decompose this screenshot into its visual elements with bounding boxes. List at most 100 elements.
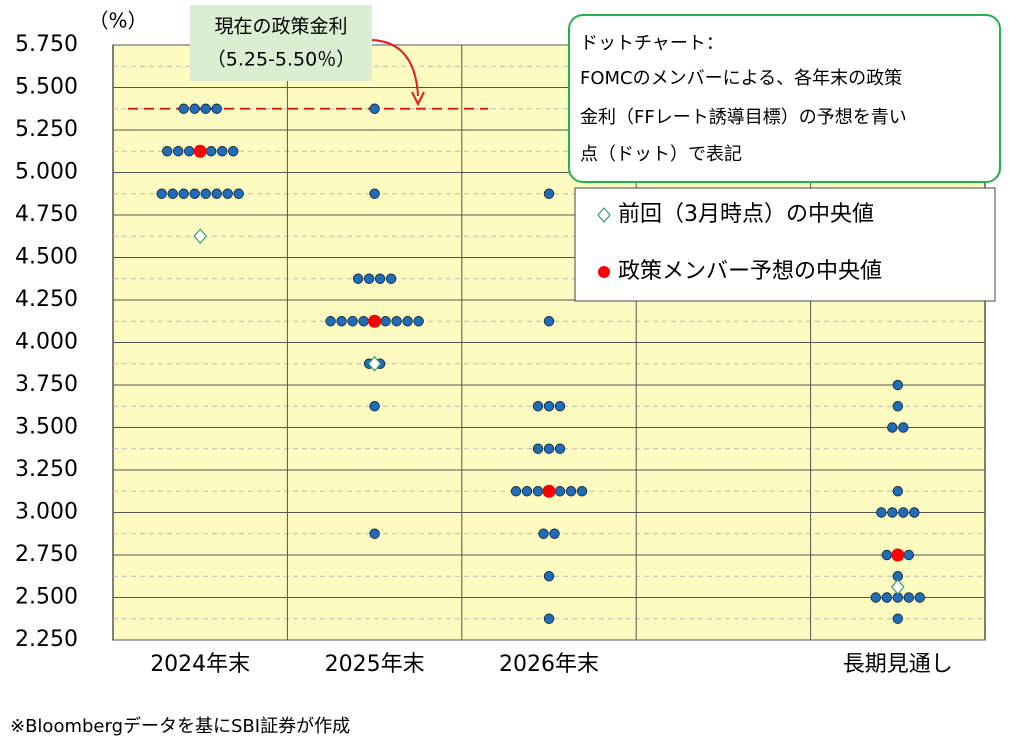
- dot: [532, 401, 544, 412]
- dot: [876, 507, 887, 518]
- y-tick-label: 2.750: [15, 542, 78, 567]
- dot: [554, 443, 566, 454]
- x-tick-label: 2026年末: [499, 652, 599, 677]
- median-dot: [542, 484, 556, 498]
- dot: [898, 422, 909, 433]
- dot: [402, 316, 413, 327]
- dot: [892, 401, 904, 412]
- dot: [369, 188, 380, 199]
- median-dot: [891, 548, 905, 562]
- dot: [887, 507, 898, 518]
- callout-text: ドットチャート：: [580, 33, 724, 54]
- callout-text: FOMCのメンバーによる、各年末の政策: [580, 68, 902, 89]
- policy-annotation: 現在の政策金利 （5.25-5.50％）: [190, 5, 425, 107]
- dot: [205, 146, 217, 157]
- annotation-text: 現在の政策金利: [214, 16, 347, 38]
- dot: [200, 103, 211, 114]
- dot: [369, 528, 380, 539]
- dot: [565, 486, 577, 497]
- y-tick-label: 5.500: [15, 75, 78, 100]
- dot: [391, 316, 402, 327]
- dot: [543, 316, 555, 327]
- dot: [161, 146, 173, 157]
- dot: [881, 549, 893, 561]
- dot: [352, 273, 364, 284]
- y-tick-label: 3.750: [15, 372, 78, 397]
- median-dot: [368, 314, 382, 328]
- source-note: ※Bloombergデータを基にSBI証券が作成: [10, 716, 350, 737]
- dot: [211, 103, 222, 114]
- median-dot: [193, 144, 207, 158]
- dot: [870, 592, 882, 603]
- y-tick-label: 4.000: [15, 330, 78, 355]
- dot: [909, 507, 920, 518]
- dot: [892, 613, 904, 624]
- dot: [881, 592, 893, 603]
- legend-label: 政策メンバー予想の中央値: [618, 259, 882, 284]
- dot: [216, 146, 228, 157]
- dot: [227, 146, 239, 157]
- dot: [200, 188, 211, 199]
- dot: [543, 443, 555, 454]
- dot: [543, 401, 555, 412]
- dot: [178, 188, 189, 199]
- dot: [325, 316, 336, 327]
- annotation-box: [190, 5, 372, 81]
- dot: [413, 316, 424, 327]
- y-tick-label: 3.250: [15, 457, 78, 482]
- y-unit: （%）: [88, 9, 147, 33]
- y-tick-label: 3.000: [15, 500, 78, 525]
- dot: [532, 443, 544, 454]
- callout-text: 金利（FFレート誘導目標）の予想を青い: [580, 107, 907, 128]
- dot: [892, 486, 904, 497]
- callout-box: [568, 14, 1001, 183]
- y-tick-label: 5.250: [15, 117, 78, 142]
- annotation-text: （5.25-5.50％）: [207, 49, 355, 71]
- dot: [543, 571, 555, 582]
- dot: [898, 507, 909, 518]
- dot: [156, 188, 167, 199]
- dot: [510, 486, 522, 497]
- dot: [172, 146, 184, 157]
- dot: [167, 188, 178, 199]
- dot: [189, 103, 200, 114]
- dot: [233, 188, 244, 199]
- callout-text: 点（ドット）で表記: [580, 144, 742, 165]
- y-tick-label: 4.750: [15, 202, 78, 227]
- y-tick-label: 2.500: [15, 585, 78, 610]
- annotation-arrowhead: [411, 91, 425, 107]
- dot: [521, 486, 533, 497]
- dot: [914, 592, 926, 603]
- dot: [887, 422, 898, 433]
- dot: [385, 273, 397, 284]
- dot: [380, 316, 391, 327]
- dot: [543, 188, 555, 199]
- dot: [369, 401, 380, 412]
- dot: [892, 379, 904, 391]
- legend-marker: [597, 207, 611, 223]
- dot: [903, 549, 915, 561]
- y-tick-label: 4.500: [15, 245, 78, 270]
- dot: [347, 316, 358, 327]
- annotation-arrow: [371, 39, 419, 97]
- dot: [543, 613, 555, 624]
- dot: [222, 188, 233, 199]
- y-tick-label: 5.000: [15, 160, 78, 185]
- legend-box: [574, 187, 996, 302]
- dot: [183, 146, 195, 157]
- dot: [189, 188, 200, 199]
- dot: [903, 592, 915, 603]
- median-diamond: [891, 578, 905, 595]
- y-tick-label: 4.250: [15, 287, 78, 312]
- y-tick-label: 2.250: [15, 627, 78, 652]
- y-tick-label: 5.750: [15, 32, 78, 57]
- legend-label: 前回（3月時点）の中央値: [618, 202, 874, 227]
- dot: [554, 486, 566, 497]
- y-tick-label: 3.500: [15, 415, 78, 440]
- median-diamond: [193, 228, 207, 245]
- dot: [336, 316, 347, 327]
- dot: [178, 103, 189, 114]
- x-tick-label: 2024年末: [150, 652, 250, 677]
- median-diamond: [367, 355, 382, 372]
